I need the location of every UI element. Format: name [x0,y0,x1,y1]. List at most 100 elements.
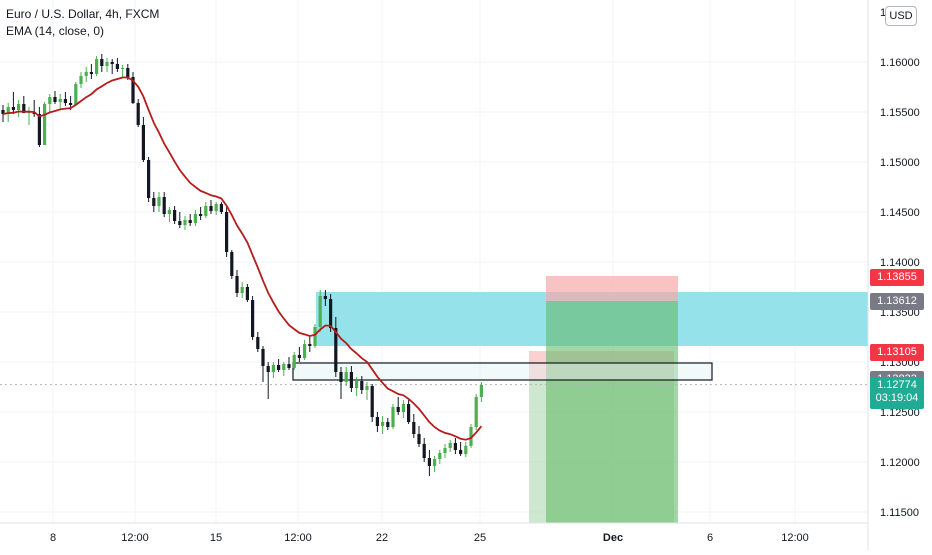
candle-body [453,443,457,450]
candle-body [334,328,338,372]
candle-body [459,450,463,454]
candle-body [89,72,93,74]
candle-body [157,197,161,206]
candle-body [11,107,15,110]
candles [1,54,483,476]
candle-body [256,337,260,349]
candle-body [381,422,385,426]
x-tick-label: 15 [210,532,222,544]
candle-body [95,59,99,74]
x-tick-label: 12:00 [121,532,149,544]
price-tag: 1.13612 [870,292,924,310]
candle-body [43,104,47,145]
candle-body [407,404,411,422]
candle-body [282,364,286,370]
candle-body [110,62,114,64]
candle-body [292,355,296,368]
candle-body [204,206,208,216]
price-tag: 1.12774 03:19:04 [870,376,924,409]
candle-body [401,404,405,412]
candle-body [266,366,270,372]
candle-body [193,214,197,223]
candle-body [287,364,291,368]
last-price-label: 1.12774 [877,378,917,391]
candle-body [209,206,213,211]
symbol-title[interactable]: Euro / U.S. Dollar, 4h, FXCM [6,7,160,21]
candle-body [375,417,379,426]
zones [0,276,868,523]
candle-body [1,110,5,114]
candle-body [303,344,307,358]
candle-body [355,381,359,388]
candle-body [121,68,125,69]
x-tick-label: 12:00 [781,532,809,544]
ema-14-line [2,76,483,441]
candle-body [427,458,431,466]
y-tick-label: 1.15000 [880,157,920,169]
candle-body [474,397,478,427]
candle-body [323,296,327,299]
candle-body [245,287,249,300]
candle-body [17,104,21,110]
candle-body [271,365,275,372]
candle-body [126,68,130,77]
candle-body [318,296,322,327]
candle-body [74,84,78,105]
candle-body [360,381,364,390]
candle-body [141,125,145,160]
candle-body [214,204,218,211]
candle-body [412,422,416,434]
candle-body [105,62,109,66]
candle-body [152,198,156,206]
candle-body [53,97,57,102]
candle-body [225,212,229,252]
x-tick-label: 6 [707,532,713,544]
candle-body [365,386,369,390]
bar-countdown: 03:19:04 [875,391,919,404]
candle-body [219,204,223,212]
indicator-label[interactable]: EMA (14, close, 0) [6,24,105,38]
trade-large-target-zone [546,301,678,523]
candle-body [22,104,26,113]
x-tick-label: 12:00 [284,532,312,544]
currency-button[interactable]: USD [885,6,917,26]
candle-body [63,99,67,103]
y-tick-label: 1.15500 [880,107,920,119]
y-tick-label: 1.16000 [880,57,920,69]
candle-body [386,422,390,427]
candle-body [344,372,348,382]
candle-body [313,327,317,346]
ema-line [2,76,483,441]
candle-body [469,427,473,446]
candle-body [422,444,426,458]
candle-body [58,99,62,102]
candle-body [37,114,41,145]
candle-body [308,344,312,346]
candle-body [84,72,88,76]
candle-body [339,372,343,382]
candle-body [438,453,442,459]
candle-body [443,448,447,453]
x-tick-label: 22 [376,532,388,544]
candle-body [79,76,83,84]
candle-body [349,372,353,388]
x-tick-label: 8 [50,532,56,544]
candle-body [370,386,374,417]
y-tick-label: 1.12500 [880,407,920,419]
price-tag: 1.13855 [870,268,924,286]
price-tag: 1.13105 [870,343,924,361]
candle-body [136,103,140,125]
x-tick-label: 25 [474,532,486,544]
candle-body [48,97,52,104]
candle-body [167,210,171,214]
candle-body [240,287,244,293]
candle-body [178,221,182,225]
candle-body [396,407,400,412]
candle-body [277,365,281,370]
candle-body [329,299,333,328]
candle-body [69,103,73,105]
level-box [292,362,713,381]
candle-body [479,385,483,397]
